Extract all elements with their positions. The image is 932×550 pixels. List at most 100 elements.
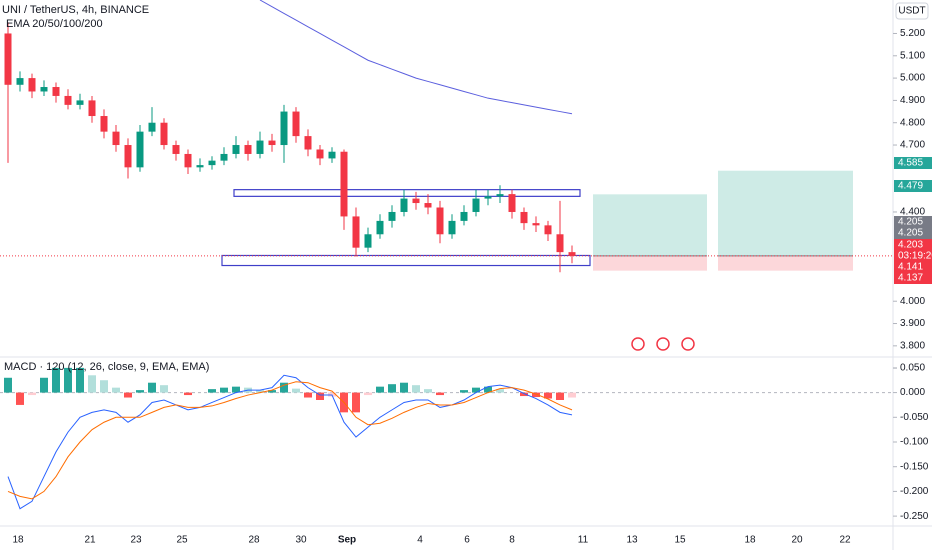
time-label: 13: [626, 535, 638, 546]
candle-body: [136, 131, 144, 168]
candle-body: [520, 211, 528, 224]
candle-body: [556, 234, 564, 253]
candle-body: [388, 211, 396, 221]
candle-body: [196, 165, 204, 168]
histogram-bar: [268, 390, 276, 393]
macd-tick-label: 0.000: [900, 387, 925, 398]
histogram-bar: [40, 377, 48, 393]
price-label: 4.205: [898, 217, 923, 228]
candle-body: [364, 234, 372, 248]
price-label: 4.479: [898, 181, 923, 192]
candle-body: [76, 100, 84, 105]
time-label: 18: [744, 535, 756, 546]
macd-tick-label: -0.250: [900, 511, 929, 522]
macd-pane: [0, 367, 893, 510]
candle-body: [64, 95, 72, 105]
price-tick-label: 5.000: [900, 73, 925, 84]
macd-tick-label: 0.050: [900, 363, 925, 374]
candle-body: [88, 100, 96, 117]
time-label: 15: [674, 535, 686, 546]
price-tick-label: 4.700: [900, 140, 925, 151]
ema-line: [259, 0, 573, 115]
histogram-bar: [232, 386, 240, 393]
candle-body: [184, 153, 192, 168]
histogram-bar: [208, 389, 216, 393]
price-tick-label: 3.900: [900, 318, 925, 329]
histogram-bar: [124, 392, 132, 398]
candle-body: [544, 225, 552, 235]
candle-body: [112, 131, 120, 146]
macd-tick-label: -0.150: [900, 461, 929, 472]
candle-body: [52, 87, 60, 96]
histogram-bar: [112, 387, 120, 393]
time-label: 4: [417, 535, 423, 546]
histogram-bar: [28, 392, 36, 396]
candle-body: [280, 111, 288, 146]
time-label: 22: [839, 535, 851, 546]
currency-label: USDT: [898, 6, 925, 17]
candle-body: [400, 198, 408, 212]
symbol-title: UNI / TetherUS, 4h, BINANCE: [2, 4, 149, 16]
candle-body: [328, 151, 336, 159]
candle-body: [484, 196, 492, 199]
macd-tick-label: -0.200: [900, 486, 929, 497]
time-label: 21: [84, 535, 96, 546]
price-tick-label: 3.800: [900, 340, 925, 351]
stop-zone: [718, 255, 853, 271]
candle-body: [460, 211, 468, 221]
histogram-bar: [352, 392, 360, 413]
candle-body: [268, 140, 276, 146]
time-label: 18: [12, 535, 24, 546]
histogram-bar: [4, 377, 12, 393]
time-label: 23: [130, 535, 142, 546]
price-label-bg: [894, 216, 932, 228]
histogram-bar: [280, 382, 288, 393]
candle-body: [16, 78, 24, 85]
price-label-bg: [894, 157, 932, 169]
macd-tick-label: -0.050: [900, 412, 929, 423]
histogram-bar: [520, 392, 528, 397]
stop-zone: [593, 255, 707, 271]
candle-body: [124, 145, 132, 168]
price-pane: [0, 0, 893, 273]
candle-body: [220, 153, 228, 161]
candle-body: [244, 145, 252, 154]
currency-button[interactable]: [895, 2, 929, 20]
macd-tick-label: -0.100: [900, 437, 929, 448]
candle-body: [436, 207, 444, 235]
histogram-bar: [88, 375, 96, 393]
price-label: 03:19:20: [898, 251, 932, 262]
histogram-bar: [484, 386, 492, 393]
candle-body: [352, 216, 360, 248]
event-icon[interactable]: [631, 337, 645, 351]
time-label: 8: [509, 535, 515, 546]
price-label-bg: [894, 272, 932, 284]
histogram-bar: [472, 387, 480, 393]
price-tick-label: 4.800: [900, 117, 925, 128]
time-label: 25: [176, 535, 188, 546]
histogram-bar: [292, 388, 300, 393]
indicator-label: EMA 20/50/100/200: [6, 18, 103, 30]
histogram-bar: [136, 390, 144, 393]
histogram-bar: [376, 386, 384, 393]
candle-body: [508, 194, 516, 212]
candle-body: [304, 136, 312, 150]
candle-body: [232, 145, 240, 154]
histogram-bar: [388, 384, 396, 393]
histogram-bar: [316, 392, 324, 400]
candle-body: [40, 87, 48, 92]
event-icon[interactable]: [656, 337, 670, 351]
event-icon[interactable]: [681, 337, 695, 351]
histogram-bar: [220, 387, 228, 393]
candle-body: [472, 198, 480, 212]
histogram-bar: [400, 382, 408, 393]
time-label: 30: [295, 535, 307, 546]
candle-body: [412, 198, 420, 204]
candle-body: [292, 111, 300, 137]
histogram-bar: [436, 392, 444, 396]
histogram-bar: [148, 382, 156, 393]
price-label: 4.585: [898, 158, 923, 169]
event-icons: [631, 337, 695, 351]
histogram-bar: [568, 392, 576, 398]
